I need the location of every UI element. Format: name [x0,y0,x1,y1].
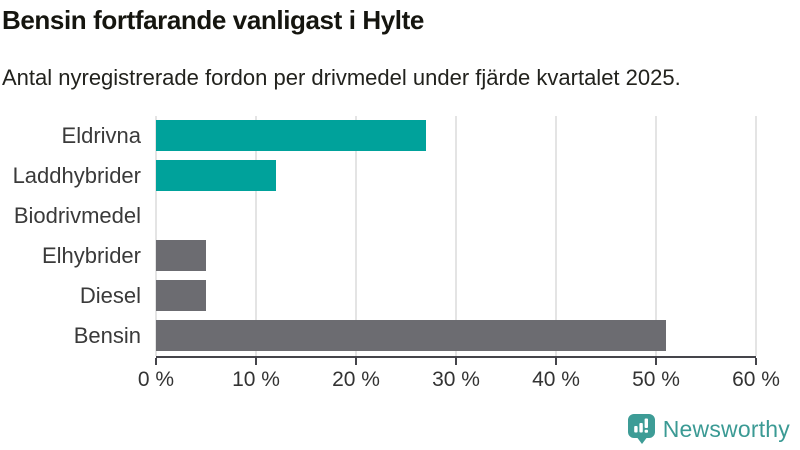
category-label: Elhybrider [41,242,141,268]
category-label: Bensin [73,322,141,348]
bar-chart: Eldrivna Laddhybrider Biodrivmedel Elhybrid… [0,115,800,394]
x-axis-labels: 0 % 10 % 20 % 30 % 40 % 50 % 60 % [138,367,780,394]
axis-tick-label: 40 % [532,367,580,391]
bar-row: Biodrivmedel [14,196,756,236]
bar [156,240,206,272]
axis-tick-label: 30 % [432,367,480,391]
category-label: Diesel [79,282,141,308]
chart-title: Bensin fortfarande vanligast i Hylte [2,5,424,35]
axis-tick-label: 0 % [137,367,175,391]
category-label: Biodrivmedel [13,202,141,228]
axis-tick [655,357,657,365]
axis-tick-label: 10 % [232,367,280,391]
bar [156,160,276,192]
x-axis [155,355,757,365]
axis-tick-label: 20 % [332,367,380,391]
newsworthy-logo-icon [627,414,655,444]
gridline [755,115,757,356]
brand-footer: Newsworthy [627,414,790,444]
brand-name: Newsworthy [662,415,790,442]
bar-row: Laddhybrider [13,156,756,196]
plot-area: Eldrivna Laddhybrider Biodrivmedel Elhybrid… [13,115,757,356]
axis-tick [255,357,257,365]
gridline [155,115,157,356]
bar [156,120,426,152]
bar-row: Diesel [80,276,756,316]
gridline [555,115,557,356]
category-label: Laddhybrider [12,162,141,188]
axis-tick [155,357,157,365]
bar [156,280,206,312]
gridline [355,115,357,356]
axis-tick [355,357,357,365]
category-label: Eldrivna [61,122,141,148]
axis-tick-label: 60 % [732,367,780,391]
bar-row: Bensin [74,316,756,356]
gridline [455,115,457,356]
axis-tick-label: 50 % [632,367,680,391]
axis-tick [555,357,557,365]
axis-tick [755,357,757,365]
gridline [255,115,257,356]
bar-row: Elhybrider [42,236,756,276]
axis-tick [455,357,457,365]
gridline [655,115,657,356]
bar [156,320,666,352]
chart-subtitle: Antal nyregistrerade fordon per drivmede… [2,64,681,90]
bar-row: Eldrivna [62,116,756,156]
